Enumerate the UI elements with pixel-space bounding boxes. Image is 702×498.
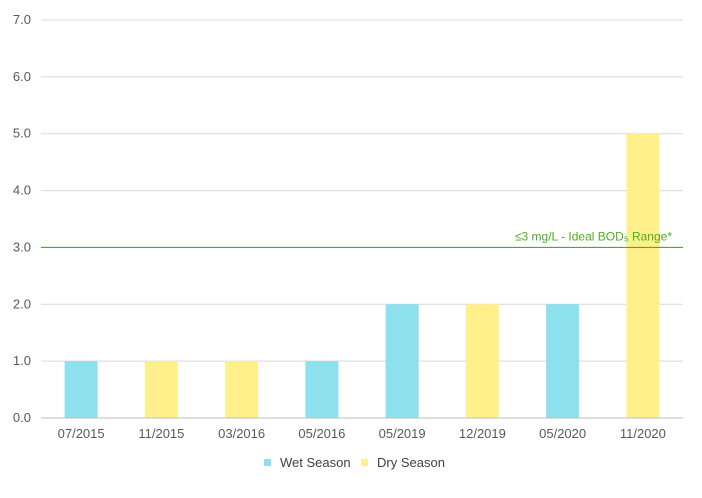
- x-axis-ticks: 07/2015 11/2015 03/2016 05/2016 05/2019 12/20…: [58, 426, 666, 441]
- bar-05-2020: [546, 304, 580, 418]
- x-tick-label: 11/2020: [620, 426, 666, 441]
- legend-label: Dry Season: [377, 455, 445, 470]
- reference-line-group: ≤3 mg/L - Ideal BOD₅ Range*: [41, 229, 683, 249]
- legend: Wet Season Dry Season: [264, 455, 445, 470]
- y-tick-label: 3.0: [13, 239, 31, 254]
- x-tick-label: 05/2020: [539, 426, 586, 441]
- y-tick-label: 2.0: [13, 296, 31, 311]
- y-tick-label: 7.0: [13, 12, 31, 27]
- y-tick-label: 0.0: [13, 410, 31, 425]
- bar-11-2015: [144, 361, 178, 418]
- y-axis-ticks: 0.0 1.0 2.0 3.0 4.0 5.0 6.0 7.0: [13, 12, 31, 425]
- gridlines: [41, 19, 683, 362]
- x-tick-label: 03/2016: [218, 426, 265, 441]
- bar-11-2020: [626, 133, 660, 418]
- bar-05-2019: [385, 304, 419, 418]
- x-tick-label: 12/2019: [459, 426, 506, 441]
- legend-swatch: [264, 459, 271, 466]
- x-tick-label: 05/2019: [379, 426, 426, 441]
- x-tick-label: 05/2016: [298, 426, 345, 441]
- bar-03-2016: [225, 361, 259, 418]
- y-tick-label: 5.0: [13, 126, 31, 141]
- reference-line-label: ≤3 mg/L - Ideal BOD₅ Range*: [515, 229, 672, 243]
- x-tick-label: 07/2015: [58, 426, 105, 441]
- legend-label: Wet Season: [280, 455, 351, 470]
- x-tick-label: 11/2015: [138, 426, 184, 441]
- y-tick-label: 4.0: [13, 183, 31, 198]
- bar-05-2016: [305, 361, 339, 418]
- bar-07-2015: [64, 361, 98, 418]
- y-tick-label: 1.0: [13, 353, 31, 368]
- bars: [64, 133, 660, 418]
- legend-swatch: [361, 459, 368, 466]
- bar-12-2019: [465, 304, 499, 418]
- y-tick-label: 6.0: [13, 69, 31, 84]
